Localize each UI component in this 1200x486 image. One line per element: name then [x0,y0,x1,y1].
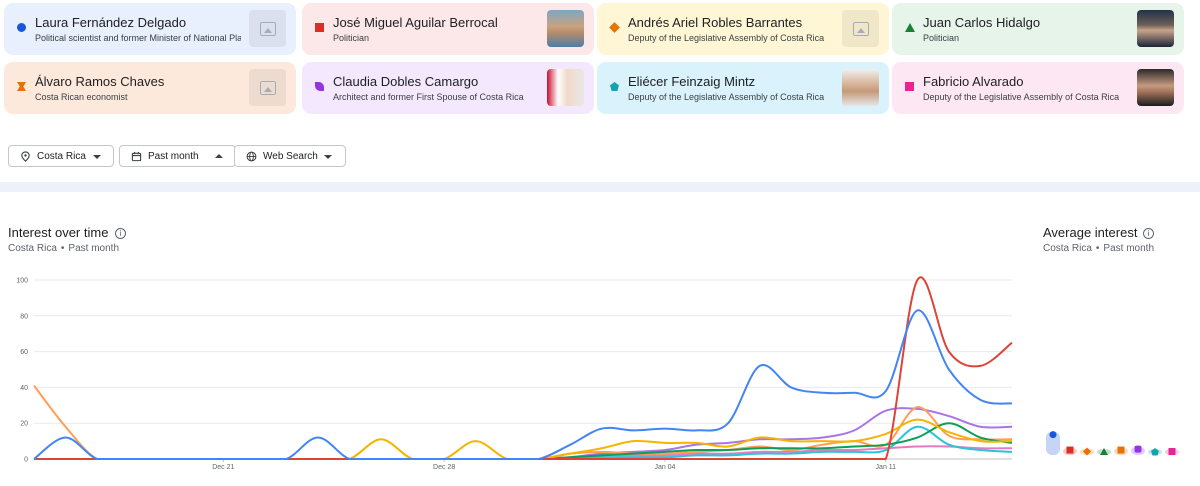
portrait-thumbnail [547,69,584,106]
portrait-thumbnail [547,10,584,47]
chevron-up-icon [215,154,223,158]
time-range-label: Past month [148,151,199,162]
circle-marker-icon [17,23,26,32]
average-marker [1151,448,1159,456]
term-name: José Miguel Aguilar Berrocal [333,15,498,30]
triangle-marker-icon [905,23,915,32]
term-description: Politician [923,33,960,43]
y-axis-ticks: 0 20 40 60 80 100 [16,278,28,464]
region-text: Costa Rica [1043,243,1092,254]
calendar-icon [131,151,142,162]
square-marker-icon [905,82,914,91]
x-tick-label: Dec 28 [433,464,455,471]
y-tick-label: 20 [20,421,28,428]
term-name: Álvaro Ramos Chaves [35,74,165,89]
series-line [33,309,1013,460]
separator-dot: • [60,243,65,254]
location-pin-icon [21,151,30,162]
interest-over-time-title: Interest over time [8,225,109,240]
square-marker-icon [315,23,324,32]
y-tick-label: 100 [16,278,28,285]
term-card[interactable]: Juan Carlos Hidalgo Politician [892,3,1184,55]
series-line [34,276,1013,460]
term-description: Political scientist and former Minister … [35,33,241,43]
average-interest-title: Average interest [1043,225,1138,240]
term-card[interactable]: Álvaro Ramos Chaves Costa Rican economis… [4,62,296,114]
term-card[interactable]: Fabricio Alvarado Deputy of the Legislat… [892,62,1184,114]
y-tick-label: 60 [20,349,28,356]
term-description: Politician [333,33,370,43]
y-tick-label: 40 [20,385,28,392]
average-marker [1049,431,1057,439]
pentagon-marker-icon [610,82,619,91]
period-text: Past month [1103,243,1155,254]
term-name: Laura Fernández Delgado [35,15,187,30]
term-name: Eliécer Feinzaig Mintz [628,74,756,89]
term-description: Architect and former First Spouse of Cos… [333,92,524,102]
search-property-dropdown[interactable]: Web Search [234,145,346,167]
average-marker [1117,446,1125,454]
average-interest-subtitle: Costa Rica • Past month [1043,243,1154,254]
x-tick-label: Jan 04 [654,464,675,471]
chevron-down-icon [324,155,332,159]
region-text: Costa Rica [8,243,57,254]
search-property-label: Web Search [263,151,318,162]
separator-dot: • [1095,243,1100,254]
term-card[interactable]: Laura Fernández Delgado Political scient… [4,3,296,55]
term-name: Juan Carlos Hidalgo [923,15,1041,30]
series-lines [33,276,1013,460]
region-label: Costa Rica [37,151,86,162]
chart-grid [34,279,1012,460]
average-interest-bars [1046,431,1179,456]
term-description: Deputy of the Legislative Assembly of Co… [923,92,1120,102]
x-tick-label: Jan 11 [876,464,897,471]
image-placeholder-icon [249,69,286,106]
x-axis-ticks: Dec 21 Dec 28 Jan 04 Jan 11 [212,459,896,471]
image-placeholder-icon [842,10,879,47]
portrait-thumbnail [1137,69,1174,106]
term-name: Andrés Ariel Robles Barrantes [628,15,803,30]
time-range-dropdown[interactable]: Past month [119,145,236,167]
average-marker [1134,445,1142,453]
chevron-down-icon [93,155,101,159]
series-line [34,422,1013,460]
average-marker [1100,448,1108,455]
y-tick-label: 0 [24,457,28,464]
bowtie-marker-icon [17,82,26,91]
term-description: Deputy of the Legislative Assembly of Co… [628,92,825,102]
average-marker [1168,448,1176,455]
x-tick-label: Dec 21 [212,464,234,471]
term-description: Deputy of the Legislative Assembly of Co… [628,33,825,43]
average-bar [1046,431,1060,455]
term-card[interactable]: Claudia Dobles Camargo Architect and for… [302,62,594,114]
region-dropdown[interactable]: Costa Rica [8,145,114,167]
series-line [33,385,1013,460]
average-marker [1083,447,1091,456]
period-text: Past month [68,243,120,254]
section-divider [0,182,1200,192]
term-name: Claudia Dobles Camargo [333,74,479,89]
term-card[interactable]: Eliécer Feinzaig Mintz Deputy of the Leg… [597,62,889,114]
term-name: Fabricio Alvarado [923,74,1024,89]
interest-over-time-subtitle: Costa Rica • Past month [8,243,119,254]
globe-icon [246,151,257,162]
y-tick-label: 80 [20,313,28,320]
portrait-thumbnail [1137,10,1174,47]
portrait-thumbnail [842,69,879,106]
info-icon[interactable]: i [1143,228,1154,239]
term-description: Costa Rican economist [35,92,128,102]
comparison-terms: Laura Fernández Delgado Political scient… [4,3,1196,115]
term-card[interactable]: Andrés Ariel Robles Barrantes Deputy of … [597,3,889,55]
average-marker [1066,446,1074,454]
term-card[interactable]: José Miguel Aguilar Berrocal Politician [302,3,594,55]
info-icon[interactable]: i [115,228,126,239]
leaf-marker-icon [315,82,324,91]
image-placeholder-icon [249,10,286,47]
